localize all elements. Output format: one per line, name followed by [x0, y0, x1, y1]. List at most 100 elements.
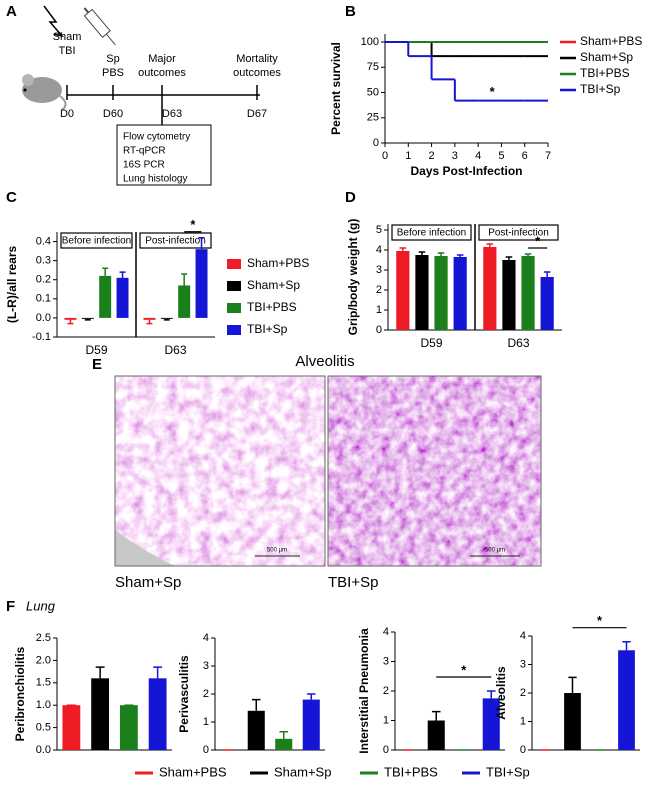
pleura [115, 530, 175, 566]
bar [116, 277, 129, 318]
legend-swatch [227, 259, 241, 269]
panel-label: A [6, 3, 17, 20]
y-tick-label: 0 [383, 744, 389, 756]
group-label-box [60, 232, 133, 249]
assay: 16S PCR [123, 160, 165, 171]
bar [91, 678, 110, 750]
panel-label: F [6, 598, 15, 615]
bar [81, 317, 94, 319]
image-frame [327, 375, 542, 567]
x-tick-label: 2 [429, 150, 435, 162]
x-tick-label: 3 [452, 150, 458, 162]
bar [502, 260, 516, 330]
group-label: Before infection [62, 236, 132, 247]
event-label: Sp [106, 53, 119, 65]
bar [275, 738, 293, 750]
error-bar [431, 710, 441, 721]
error-bar [399, 247, 407, 251]
y-axis-label: Perivasculitis [177, 655, 191, 733]
timeline: Sham TBI Sp PBS Major outcomes Mortality… [22, 5, 281, 186]
error-bar [437, 252, 445, 256]
legend-label: Sham+PBS [159, 764, 227, 779]
significance-label: * [461, 662, 467, 677]
y-tick-label: 1.5 [36, 677, 51, 689]
y-tick-label: 0.4 [36, 235, 51, 247]
legend-label: Sham+Sp [274, 764, 331, 779]
error-bar [102, 267, 109, 276]
syringe-icon [83, 7, 116, 46]
x-tick-label: 6 [522, 150, 528, 162]
event-label: PBS [102, 67, 124, 79]
y-tick-label: 0 [376, 324, 382, 336]
x-tick-label: D59 [420, 336, 442, 350]
bar [119, 705, 138, 750]
error-bar [119, 271, 126, 278]
event-label: Major [148, 53, 176, 65]
panel-subtitle: Lung [26, 598, 56, 613]
y-tick-label: 2 [383, 685, 389, 697]
legend-label: Sham+Sp [247, 278, 300, 292]
error-bar [67, 319, 74, 325]
y-tick-label: 2 [376, 284, 382, 296]
error-bar [84, 318, 91, 321]
error-bar [198, 236, 205, 250]
y-tick-label: 4 [383, 626, 389, 638]
legend-swatch [227, 281, 241, 291]
error-bar [251, 698, 261, 711]
y-axis-label: Grip/body weight (g) [346, 219, 360, 336]
y-tick-label: 0.2 [36, 274, 51, 286]
error-bar [524, 253, 532, 256]
assay: Lung histology [123, 174, 188, 185]
legend-swatch [227, 303, 241, 313]
y-axis-label: Alveolitis [494, 666, 508, 720]
group-label: Post-infection [488, 228, 549, 239]
x-tick-label: D59 [85, 343, 107, 357]
y-tick-label: 3 [520, 658, 526, 670]
y-axis-label: Interstitial Pneumonia [357, 628, 371, 754]
histology-title: Alveolitis [295, 353, 354, 370]
error-bar [418, 251, 426, 255]
y-tick-label: 4 [520, 630, 526, 642]
bar [247, 710, 265, 750]
event-label: outcomes [138, 67, 186, 79]
day-label: D0 [60, 108, 74, 120]
panel-label: B [345, 3, 356, 20]
significance-label: * [535, 233, 541, 248]
group-label-box [391, 224, 472, 241]
mouse-tail [59, 95, 67, 111]
y-tick-label: 75 [367, 61, 379, 73]
y-tick-label: 0.5 [36, 722, 51, 734]
y-tick-label: 2.5 [36, 632, 51, 644]
image-frame [114, 375, 326, 567]
bar [195, 249, 208, 318]
y-tick-label: 1 [383, 714, 389, 726]
group-label-box [139, 232, 212, 249]
panel-label: D [345, 189, 356, 206]
x-tick-label: 5 [498, 150, 504, 162]
legend-swatch [227, 325, 241, 335]
bar [64, 317, 77, 320]
error-bar [622, 640, 631, 651]
scale-label: 500 µm [267, 548, 287, 554]
group-label-box [478, 224, 559, 241]
error-bar [146, 319, 153, 325]
significance-label: * [597, 613, 603, 628]
y-axis-label: Percent survival [329, 42, 343, 135]
legend-label: TBI+PBS [384, 764, 438, 779]
syringe-needle [105, 33, 116, 46]
error-bar [505, 256, 513, 260]
x-tick-label: D63 [507, 336, 529, 350]
syringe-plunger [83, 7, 90, 14]
x-tick-label: 7 [545, 150, 551, 162]
error-bar [486, 243, 494, 247]
error-bar [568, 676, 577, 693]
event-label: Mortality [236, 53, 278, 65]
y-tick-label: 100 [361, 36, 379, 48]
mouse-ear [22, 74, 34, 86]
y-tick-label: 1 [520, 715, 526, 727]
bar [453, 257, 467, 330]
scale-label: 500 µm [485, 548, 505, 554]
y-tick-label: 0 [203, 744, 209, 756]
image-label: Sham+Sp [115, 574, 181, 591]
